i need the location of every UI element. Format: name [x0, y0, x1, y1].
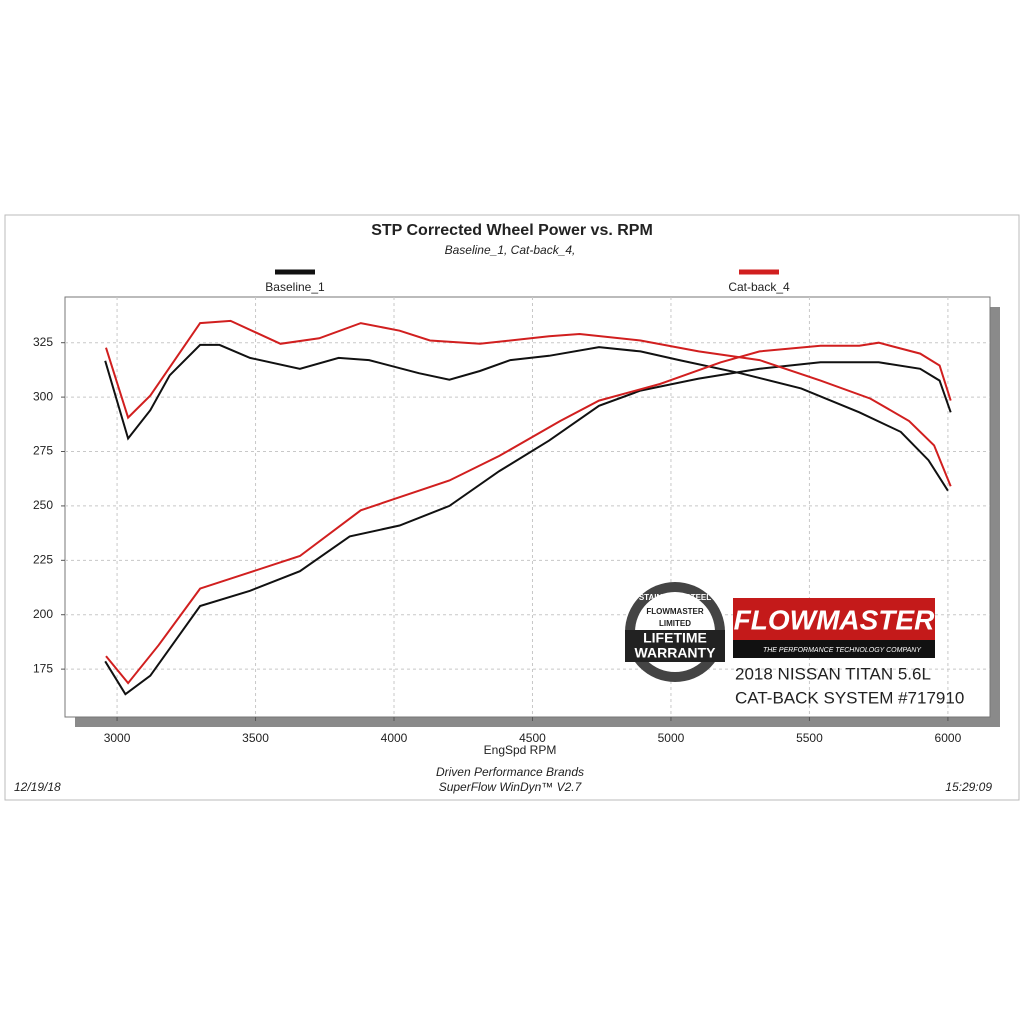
- y-tick-label: 325: [33, 335, 53, 349]
- series-line: [105, 319, 952, 487]
- x-tick-label: 4500: [519, 731, 546, 745]
- x-tick-label: 5500: [796, 731, 823, 745]
- x-tick-label: 3500: [242, 731, 269, 745]
- footer-time: 15:29:09: [945, 780, 992, 794]
- badge-top: STAINLESS STEEL: [639, 593, 711, 602]
- y-tick-label: 175: [33, 661, 53, 675]
- y-tick-label: 200: [33, 607, 53, 621]
- x-tick-label: 4000: [381, 731, 408, 745]
- series-line: [104, 343, 949, 492]
- logo-tagline: THE PERFORMANCE TECHNOLOGY COMPANY: [763, 647, 922, 654]
- footer-date: 12/19/18: [14, 780, 61, 794]
- x-tick-label: 6000: [935, 731, 962, 745]
- legend-label: Baseline_1: [265, 280, 325, 294]
- chart-title: STP Corrected Wheel Power vs. RPM: [371, 222, 653, 239]
- logo-brand: FLOWMASTER: [734, 604, 935, 635]
- badge-limited: LIMITED: [659, 619, 691, 628]
- footer-company: Driven Performance Brands: [436, 765, 584, 779]
- y-tick-label: 300: [33, 389, 53, 403]
- y-tick-label: 250: [33, 498, 53, 512]
- badge-line2: WARRANTY: [635, 645, 717, 661]
- x-axis-label: EngSpd RPM: [484, 743, 557, 757]
- y-tick-label: 225: [33, 552, 53, 566]
- logo-line2: CAT-BACK SYSTEM #717910: [735, 688, 964, 707]
- flowmaster-logo: FLOWMASTER THE PERFORMANCE TECHNOLOGY CO…: [733, 598, 964, 707]
- logo-line1: 2018 NISSAN TITAN 5.6L: [735, 664, 931, 683]
- badge-brand: FLOWMASTER: [646, 607, 704, 616]
- chart-subtitle: Baseline_1, Cat-back_4,: [445, 243, 576, 257]
- x-tick-label: 3000: [104, 731, 131, 745]
- badge-line1: LIFETIME: [643, 630, 707, 646]
- series-line: [104, 361, 952, 696]
- legend-label: Cat-back_4: [728, 280, 790, 294]
- y-tick-label: 275: [33, 444, 53, 458]
- plot-layer: 175 200 225 250 275 300 325 3000 3500 4000 4500 500…: [33, 297, 990, 745]
- badge-band: [625, 630, 725, 662]
- footer-software: SuperFlow WinDyn™ V2.7: [439, 780, 583, 794]
- warranty-badge: STAINLESS STEEL FLOWMASTER LIMITED LIFET…: [625, 582, 725, 682]
- x-tick-label: 5000: [658, 731, 685, 745]
- series-line: [105, 341, 952, 685]
- logo-band: [733, 640, 935, 658]
